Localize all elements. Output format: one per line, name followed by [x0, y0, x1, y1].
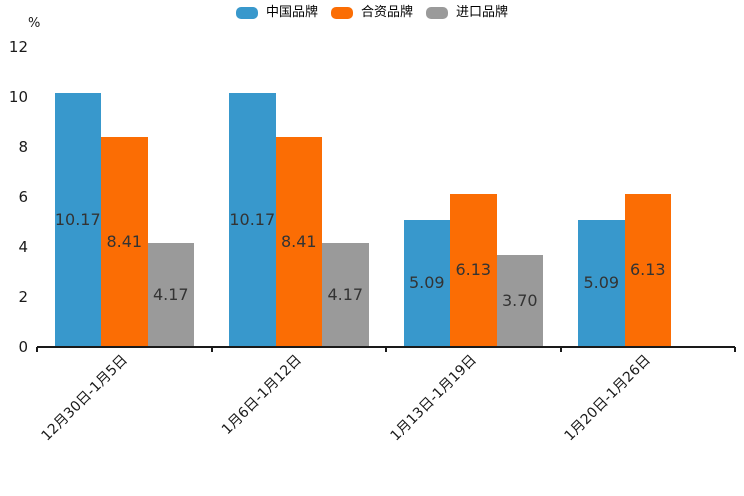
- legend-label: 合资品牌: [360, 5, 413, 20]
- x-tick-mark: [210, 347, 213, 352]
- bar: 4.17: [147, 242, 194, 347]
- x-category-label: 1月13日-1月19日: [387, 352, 480, 445]
- bar-value-label: 6.13: [455, 260, 492, 280]
- legend-item-series-2: 进口品牌: [426, 6, 508, 19]
- bar-value-label: 3.70: [501, 290, 538, 310]
- y-tick-label: 2: [18, 288, 28, 306]
- bar-value-label: 8.41: [280, 231, 317, 251]
- bar-value-label: 10.17: [54, 209, 101, 229]
- bar: 10.17: [54, 92, 101, 347]
- bar-value-label: 5.09: [583, 273, 620, 293]
- y-axis-unit-label: %: [28, 16, 41, 31]
- y-tick-label: 12: [8, 38, 28, 56]
- y-tick-label: 0: [18, 338, 28, 356]
- bar-value-label: 4.17: [152, 284, 189, 304]
- bar: 3.70: [496, 254, 543, 347]
- bar: 8.41: [275, 136, 322, 347]
- y-tick-label: 6: [18, 188, 28, 206]
- legend-item-series-1: 合资品牌: [330, 5, 413, 20]
- bar-value-label: 8.41: [106, 231, 143, 251]
- y-tick-label: 4: [18, 238, 28, 256]
- x-tick-mark: [734, 347, 736, 352]
- legend-swatch-icon: [235, 6, 258, 19]
- legend-swatch-icon: [426, 6, 448, 19]
- y-tick-label: 10: [8, 88, 28, 106]
- legend: 中国品牌 合资品牌 进口品牌: [0, 6, 744, 19]
- bar: 6.13: [624, 193, 671, 347]
- legend-swatch-icon: [330, 6, 353, 19]
- x-tick-mark: [36, 347, 38, 352]
- x-category-label: 1月6日-1月12日: [219, 352, 306, 438]
- bar-value-label: 5.09: [408, 273, 445, 293]
- bar: 5.09: [578, 219, 625, 347]
- legend-label: 中国品牌: [265, 5, 318, 20]
- x-tick-mark: [559, 347, 562, 352]
- legend-label: 进口品牌: [456, 5, 509, 20]
- legend-item-series-0: 中国品牌: [235, 5, 318, 20]
- bar: 10.17: [229, 92, 276, 347]
- bar: 5.09: [403, 219, 450, 347]
- y-tick-label: 8: [18, 138, 28, 156]
- bar-value-label: 6.13: [629, 260, 666, 280]
- bar: 8.41: [101, 136, 148, 347]
- x-category-label: 12月30日-1月5日: [38, 352, 131, 445]
- x-tick-mark: [385, 347, 387, 352]
- bar: 4.17: [322, 242, 369, 347]
- x-category-label: 1月20日-1月26日: [561, 352, 655, 445]
- bar: 6.13: [450, 193, 497, 347]
- bar-value-label: 4.17: [327, 284, 364, 304]
- bar-value-label: 10.17: [229, 209, 276, 229]
